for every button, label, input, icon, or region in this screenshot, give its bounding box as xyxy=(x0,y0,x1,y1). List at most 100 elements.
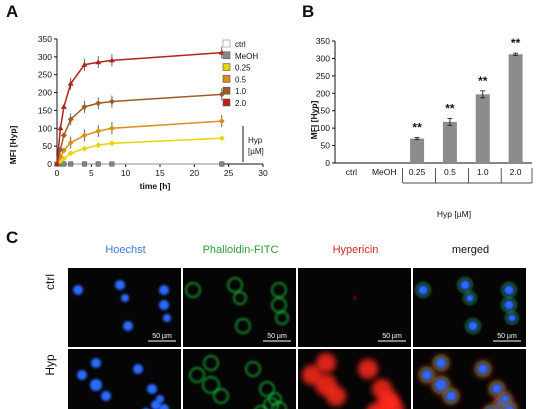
legend-label-ctrl: ctrl xyxy=(235,40,246,49)
micro-cell-outline xyxy=(245,361,261,377)
micro-nucleus xyxy=(101,391,111,401)
chart-a-xlabel: time [h] xyxy=(140,181,171,191)
micro-merged-blue xyxy=(446,391,456,401)
chart-b-ytick-label: 300 xyxy=(316,53,330,63)
chart-a-point xyxy=(218,118,225,125)
micro-cell-outline xyxy=(268,392,282,406)
chart-b-ytick-label: 200 xyxy=(316,88,330,98)
chart-b-bar-0.5 xyxy=(442,121,457,163)
micro-tile-Hyp-Phalloidin-FITC: 50 µm xyxy=(183,349,296,409)
chart-b-category-label: 0.25 xyxy=(409,167,426,177)
micro-cell-outline xyxy=(275,311,289,325)
micro-merged-blue xyxy=(478,364,488,374)
micro-tile-Hyp-Hoechst: 50 µm xyxy=(68,349,181,409)
legend-label-0.5: 0.5 xyxy=(235,75,247,84)
micro-merged-green xyxy=(501,297,517,313)
micro-hypericin-signal xyxy=(381,390,399,408)
micro-hypericin-signal xyxy=(358,359,378,379)
chart-a-point xyxy=(95,142,102,149)
micro-cell-outline xyxy=(227,277,243,293)
chart-b-category-label: 2.0 xyxy=(510,167,522,177)
chart-a-time-course: MFI [Hyp] time [h] 050100150200250300350… xyxy=(8,34,268,191)
micro-tile-Hyp-Hypericin: 50 µm xyxy=(298,349,411,409)
chart-a-point xyxy=(81,132,88,139)
microscopy-grid: Hoechst Phalloidin-FITC Hypericin merged… xyxy=(0,230,550,409)
micro-cell-outline xyxy=(233,291,247,305)
micro-nucleus xyxy=(91,358,101,368)
micro-merged-blue xyxy=(504,285,514,295)
chart-b-category-label: 0.5 xyxy=(444,167,456,177)
scale-bar-label: 50 µm xyxy=(497,333,517,340)
chart-a-xtick-label: 15 xyxy=(155,168,165,178)
chart-b-bar-2.0 xyxy=(508,54,523,163)
micro-merged-blue xyxy=(460,280,470,290)
micro-cell-outline xyxy=(235,318,251,334)
chart-b-ytick-label: 50 xyxy=(321,141,331,151)
legend-label-2.0: 2.0 xyxy=(235,99,247,108)
chart-b-ytick-label: 250 xyxy=(316,71,330,81)
legend-label-MeOH: MeOH xyxy=(235,52,258,61)
chart-a-ytick-label: 0 xyxy=(47,159,52,169)
micro-merged-blue xyxy=(418,285,428,295)
chart-b-ytick-label: 350 xyxy=(316,36,330,46)
chart-a-xtick-label: 25 xyxy=(224,168,234,178)
chart-a-point xyxy=(108,140,115,147)
chart-b-ytick-label: 100 xyxy=(316,123,330,133)
chart-a-point xyxy=(109,161,115,167)
chart-b-category-label: 1.0 xyxy=(477,167,489,177)
chart-a-ytick-label: 50 xyxy=(43,141,53,151)
micro-hypericin-signal xyxy=(326,386,346,406)
legend-label-1.0: 1.0 xyxy=(235,87,247,96)
micro-merged-green xyxy=(484,405,498,409)
micro-tile-Hyp-merged: 50 µm xyxy=(413,349,526,409)
micro-tile-bg xyxy=(298,268,411,347)
micro-cell-outline xyxy=(185,282,201,298)
chart-a-point xyxy=(81,161,87,167)
chart-a-point xyxy=(108,98,115,105)
chart-a-xtick-label: 10 xyxy=(121,168,131,178)
micro-nucleus xyxy=(159,285,169,295)
micro-merged-green xyxy=(475,361,491,377)
chart-b-ytick-label: 0 xyxy=(325,158,330,168)
chart-a-ytick-label: 300 xyxy=(38,52,52,62)
micro-nucleus xyxy=(159,300,169,310)
chart-a-ytick-label: 200 xyxy=(38,88,52,98)
chart-a-point xyxy=(67,80,74,86)
micro-merged-green xyxy=(432,376,450,394)
chart-a-point xyxy=(81,103,88,110)
legend-title-line2: [µM] xyxy=(248,147,264,156)
chart-b-ylabel: MFI [Hyp] xyxy=(309,100,319,139)
chart-a-point xyxy=(95,100,102,107)
micro-cell-outline xyxy=(254,405,268,409)
chart-b-significance: ** xyxy=(445,101,455,115)
chart-a-point xyxy=(68,161,74,167)
micro-tile-bg xyxy=(183,268,296,347)
micro-merged-green xyxy=(415,282,431,298)
legend-swatch-1.0 xyxy=(222,86,231,95)
micro-cell-outline xyxy=(271,282,287,298)
micro-nucleus xyxy=(123,321,133,331)
micro-nucleus xyxy=(159,404,169,409)
micro-merged-green xyxy=(443,388,459,404)
micro-nucleus xyxy=(156,395,164,403)
panel-letter-a: A xyxy=(6,2,19,21)
chart-b-significance: ** xyxy=(478,74,488,88)
micro-cell-outline xyxy=(203,355,219,371)
micro-tile-ctrl-Hoechst: 50 µm xyxy=(68,268,181,347)
chart-a-ytick-label: 350 xyxy=(38,34,52,44)
chart-b-bar-1.0 xyxy=(475,94,490,163)
panel-letter-b: B xyxy=(302,2,315,21)
legend-swatch-ctrl xyxy=(222,39,231,48)
micro-merged-green xyxy=(501,282,517,298)
chart-a-line-0.25 xyxy=(56,137,222,165)
micro-tile-ctrl-Hypericin: 50 µm xyxy=(298,268,411,347)
micro-merged-green xyxy=(457,277,473,293)
micro-nucleus xyxy=(163,314,171,322)
micro-tile-ctrl-Phalloidin-FITC: 50 µm xyxy=(183,268,296,347)
chart-a-line-2.0 xyxy=(56,51,222,165)
scale-bar-label: 50 µm xyxy=(267,333,287,340)
micro-nucleus xyxy=(73,285,83,295)
chart-a-line-1.0 xyxy=(56,93,222,165)
micro-merged-blue xyxy=(466,294,474,302)
micro-merged-green xyxy=(505,311,519,325)
